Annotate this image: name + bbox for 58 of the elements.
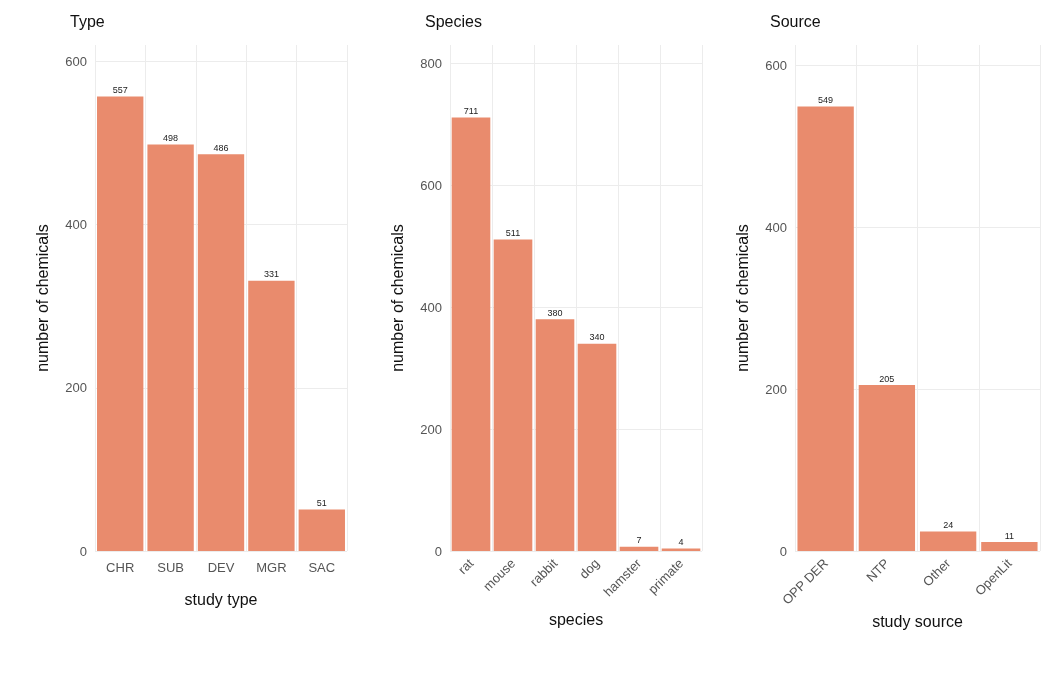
y-tick-label: 0 (79, 543, 87, 559)
y-tick-label: 400 (420, 299, 442, 315)
bar (981, 542, 1038, 551)
y-tick-label: 400 (65, 217, 87, 233)
y-tick-label: 600 (65, 53, 87, 69)
y-axis-title: number of chemicals (33, 224, 51, 372)
data-label: 205 (879, 373, 895, 384)
data-label: 711 (463, 106, 479, 117)
bar (797, 106, 854, 551)
y-axis-title: number of chemicals (733, 224, 751, 372)
bar (147, 144, 194, 551)
data-label: 24 (943, 520, 954, 531)
chart-title: Species (425, 12, 482, 30)
data-label: 498 (163, 133, 179, 144)
bar (858, 385, 916, 551)
bar (298, 509, 345, 551)
bar (919, 531, 977, 551)
y-tick-label: 200 (765, 381, 787, 397)
data-label: 4 (678, 537, 684, 548)
bar (493, 239, 533, 551)
x-axis-title: species (548, 610, 604, 628)
x-tick-label: rat (454, 555, 477, 578)
data-label: 331 (263, 269, 279, 280)
chart-title: Source (770, 12, 821, 30)
data-label: 511 (505, 227, 521, 238)
y-tick-label: 200 (65, 380, 87, 396)
data-label: 557 (112, 84, 128, 95)
x-tick-label: MGR (256, 560, 287, 575)
bar (535, 319, 575, 551)
y-tick-label: 800 (420, 55, 442, 71)
x-axis-title: study source (872, 613, 963, 631)
bar (248, 280, 295, 551)
bar (619, 546, 659, 551)
data-label: 486 (213, 142, 229, 153)
bar (577, 343, 617, 551)
data-label: 549 (818, 95, 834, 106)
data-label: 7 (636, 535, 642, 546)
data-label: 380 (547, 307, 563, 318)
y-tick-label: 400 (765, 219, 787, 235)
y-tick-label: 0 (434, 543, 442, 559)
y-tick-label: 600 (765, 57, 787, 73)
bar (97, 96, 144, 551)
chart-title: Type (70, 12, 105, 30)
x-tick-label: CHR (106, 560, 135, 575)
x-tick-label: dog (576, 555, 603, 582)
x-tick-label: SUB (157, 560, 184, 575)
bar (451, 117, 491, 551)
y-tick-label: 0 (779, 543, 787, 559)
x-axis-title: study type (184, 590, 258, 608)
y-axis-title: number of chemicals (388, 224, 406, 372)
y-tick-label: 600 (420, 177, 442, 193)
x-tick-label: DEV (207, 560, 235, 575)
y-tick-label: 200 (420, 421, 442, 437)
data-label: 340 (589, 332, 605, 343)
data-label: 51 (316, 497, 327, 508)
x-tick-label: SAC (308, 560, 336, 575)
data-label: 11 (1004, 530, 1015, 541)
bar (197, 154, 245, 551)
